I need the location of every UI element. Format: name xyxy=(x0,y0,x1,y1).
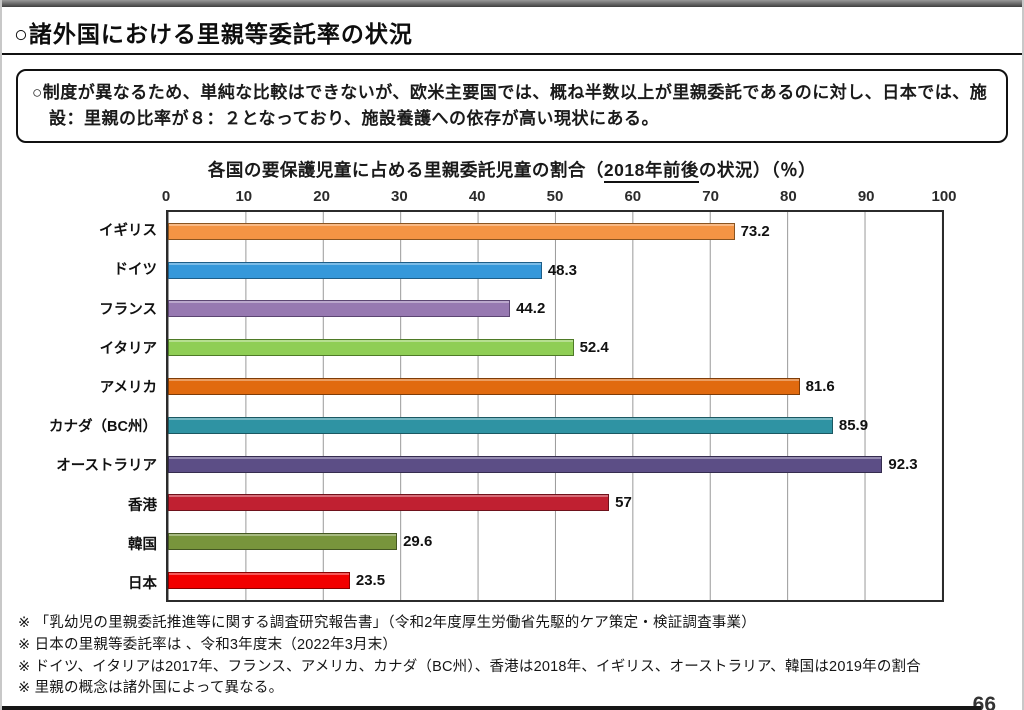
title-divider xyxy=(2,53,1022,55)
category-label: 韓国 xyxy=(128,536,157,553)
category-label: アメリカ xyxy=(99,379,157,396)
bar-row: 29.6 xyxy=(168,522,942,561)
bar xyxy=(168,416,833,434)
bar xyxy=(168,572,350,590)
x-axis: 0 10 20 30 40 50 60 70 80 90 100 xyxy=(162,188,957,210)
bar-row: 73.2 xyxy=(168,212,942,251)
axis-tick-label: 40 xyxy=(468,188,486,205)
footnotes: ※ 「乳幼児の里親委託推進等に関する調査研究報告書」（令和2年度厚生労働省先駆的… xyxy=(18,613,1022,700)
bar xyxy=(168,533,398,551)
bar-row: 81.6 xyxy=(168,367,942,406)
category-label: イギリス xyxy=(99,223,157,240)
category-label: 日本 xyxy=(128,575,157,592)
bar-value-label: 81.6 xyxy=(805,378,835,396)
bar xyxy=(168,455,883,473)
footnote: ※ 「乳幼児の里親委託推進等に関する調査研究報告書」（令和2年度厚生労働省先駆的… xyxy=(18,615,756,631)
category-label: イタリア xyxy=(99,340,157,357)
page-title: ○諸外国における里親等委託率の状況 xyxy=(14,21,413,47)
axis-tick-label: 30 xyxy=(391,188,408,205)
axis-tick-label: 50 xyxy=(546,188,564,205)
page-top-border xyxy=(2,0,1022,7)
axis-tick-label: 60 xyxy=(624,188,642,205)
bar-value-label: 57 xyxy=(615,494,632,512)
category-label: 香港 xyxy=(128,497,157,514)
bar-row: 48.3 xyxy=(168,251,942,290)
bar-row: 23.5 xyxy=(168,561,942,600)
category-label: フランス xyxy=(99,301,157,318)
bar-row: 85.9 xyxy=(168,406,942,445)
bar xyxy=(168,222,735,240)
chart-title-suffix: の状況）（％） xyxy=(698,160,817,180)
axis-tick-label: 20 xyxy=(313,188,330,205)
bar-chart: 0 10 20 30 40 50 60 70 80 90 100 イギリスドイツフランスイタリアアメ… xyxy=(2,188,1022,602)
category-label: オーストラリア xyxy=(56,458,157,475)
bar xyxy=(168,339,574,357)
bar-value-label: 52.4 xyxy=(579,339,609,357)
chart-title: 各国の要保護児童に占める里親委託児童の割合（2018年前後の状況）（％） xyxy=(2,157,1022,183)
bar xyxy=(168,378,800,396)
footnote: ※ 日本の里親等委託率は 、令和3年度末（2022年3月末） xyxy=(18,636,398,653)
summary-box: ○制度が異なるため、単純な比較はできないが、欧米主要国では、概ね半数以上が里親委… xyxy=(16,69,1008,143)
bar-value-label: 73.2 xyxy=(740,222,770,240)
bar-value-label: 44.2 xyxy=(516,300,546,318)
category-label: ドイツ xyxy=(113,262,158,279)
bar-value-label: 23.5 xyxy=(355,572,386,590)
chart-title-prefix: 各国の要保護児童に占める里親委託児童の割合（ xyxy=(207,160,604,180)
footnote: ※ ドイツ、イタリアは2017年、フランス、アメリカ、カナダ（BC州）、香港は2… xyxy=(18,658,921,675)
bar-row: 92.3 xyxy=(168,445,942,484)
bar xyxy=(168,300,511,318)
bar-value-label: 85.9 xyxy=(838,416,869,434)
page-bottom-border xyxy=(2,706,982,710)
chart-body: イギリスドイツフランスイタリアアメリカカナダ（BC州） オーストラリア香港韓国日本… xyxy=(14,210,1022,602)
category-label: カナダ（BC州） xyxy=(49,419,157,436)
axis-tick-label: 90 xyxy=(857,188,875,205)
summary-text: ○制度が異なるため、単純な比較はできないが、欧米主要国では、概ね半数以上が里親委… xyxy=(32,83,988,129)
bar-row: 52.4 xyxy=(168,328,942,367)
axis-tick-label: 70 xyxy=(702,188,719,205)
footnote: ※ 里親の概念は諸外国によって異なる。 xyxy=(18,680,284,697)
plot-area: 73.2 48.3 44.2 52.4 81.6 85.9 92.3 57 29.6 23.5 xyxy=(166,210,944,602)
chart-title-underlined: 2018年前後 xyxy=(603,160,699,183)
axis-tick-label: 0 xyxy=(161,188,171,205)
bar xyxy=(168,494,610,512)
axis-tick-label: 100 xyxy=(931,188,957,205)
page-number: 66 xyxy=(972,693,996,710)
bar-value-label: 29.6 xyxy=(403,533,433,551)
axis-tick-label: 80 xyxy=(780,188,797,205)
category-labels: イギリスドイツフランスイタリアアメリカカナダ（BC州） オーストラリア香港韓国日本 xyxy=(14,210,166,602)
axis-tick-label: 10 xyxy=(235,188,253,205)
bar-value-label: 92.3 xyxy=(888,455,918,473)
bar-value-label: 48.3 xyxy=(547,261,578,279)
bar-row: 44.2 xyxy=(168,290,942,329)
bar xyxy=(168,261,542,279)
bar-row: 57 xyxy=(168,484,942,523)
